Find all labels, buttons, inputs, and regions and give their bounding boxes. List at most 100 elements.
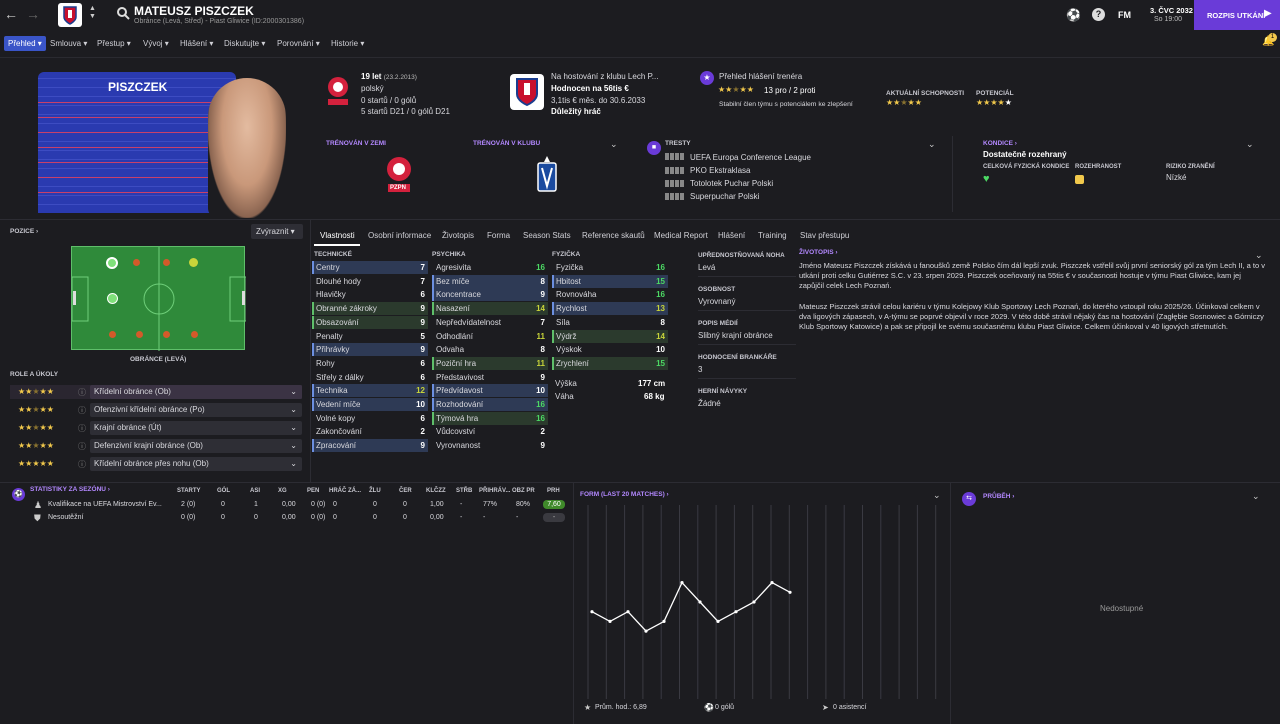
nav-reports[interactable]: Hlášení ▾ xyxy=(180,39,214,48)
role-dropdown[interactable]: Defenzivní krajní obránce (Ob) ⌄ xyxy=(90,439,302,453)
form-point[interactable] xyxy=(770,581,774,585)
attribute-row[interactable]: Obranné zákroky 9 xyxy=(312,302,428,316)
expand-chevron-icon[interactable]: ⌄ xyxy=(610,139,618,149)
form-point[interactable] xyxy=(590,610,594,614)
role-dropdown[interactable]: Krajní obránce (Út) ⌄ xyxy=(90,421,302,435)
tab-attributes[interactable]: Vlastnosti xyxy=(320,231,355,240)
attribute-row[interactable]: Koncentrace 9 xyxy=(432,288,548,302)
info-icon[interactable]: ⓘ xyxy=(78,424,86,433)
attribute-row[interactable]: Vůdcovství 2 xyxy=(432,425,548,438)
tab-biography[interactable]: Životopis xyxy=(442,231,475,240)
season-col-header[interactable]: PEN xyxy=(307,488,320,494)
form-point[interactable] xyxy=(734,610,738,614)
season-col-header[interactable]: OBZ PR xyxy=(512,488,535,494)
attribute-row[interactable]: Střely z dálky 6 xyxy=(312,371,428,384)
form-title[interactable]: FORM (LAST 20 MATCHES) › xyxy=(580,491,669,498)
form-point[interactable] xyxy=(788,590,792,594)
attribute-row[interactable]: Fyzička 16 xyxy=(552,261,668,274)
form-point[interactable] xyxy=(680,581,684,585)
attribute-row[interactable]: Obsazování 9 xyxy=(312,315,428,329)
attribute-row[interactable]: Rovnováha 16 xyxy=(552,288,668,301)
info-icon[interactable]: ⓘ xyxy=(78,442,86,451)
attribute-row[interactable]: Vyrovnanost 9 xyxy=(432,439,548,452)
attribute-row[interactable]: Odvaha 8 xyxy=(432,343,548,356)
season-col-header[interactable]: PRH xyxy=(547,488,560,494)
attribute-row[interactable]: Předvídavost 10 xyxy=(432,384,548,398)
attribute-row[interactable]: Dlouhé hody 7 xyxy=(312,275,428,288)
season-col-header[interactable]: KLČZZ xyxy=(426,488,446,494)
attribute-row[interactable]: Rozhodování 16 xyxy=(432,398,548,411)
attribute-row[interactable]: Zakončování 2 xyxy=(312,425,428,438)
season-col-header[interactable]: ČER xyxy=(399,488,412,494)
competition-name[interactable]: Kvalifikace na UEFA Mistrovství Ev... xyxy=(48,501,162,508)
biography-chevron-icon[interactable]: ⌄ xyxy=(1255,250,1263,260)
attribute-row[interactable]: Výdrž 14 xyxy=(552,329,668,343)
progress-chevron-icon[interactable]: ⌄ xyxy=(1252,491,1260,501)
attribute-row[interactable]: Poziční hra 11 xyxy=(432,356,548,370)
nav-history[interactable]: Historie ▾ xyxy=(331,39,365,48)
fm-menu[interactable]: FM xyxy=(1118,10,1131,20)
role-dropdown[interactable]: Křídelní obránce (Ob) ⌄ xyxy=(90,385,302,399)
form-chevron-icon[interactable]: ⌄ xyxy=(933,490,941,500)
attribute-row[interactable]: Bez míče 8 xyxy=(432,274,548,288)
attribute-row[interactable]: Výskok 10 xyxy=(552,343,668,356)
attribute-row[interactable]: Hlavičky 6 xyxy=(312,288,428,301)
attribute-row[interactable]: Zpracování 9 xyxy=(312,439,428,453)
role-row[interactable]: ★★★★★ ⓘ Krajní obránce (Út) ⌄ xyxy=(10,421,302,435)
form-point[interactable] xyxy=(662,619,666,623)
attribute-row[interactable]: Hbitost 15 xyxy=(552,274,668,288)
help-icon[interactable]: ? xyxy=(1092,8,1105,21)
season-col-header[interactable]: STŘB xyxy=(456,488,473,494)
nav-contract[interactable]: Smlouva ▾ xyxy=(50,39,88,48)
switch-chevron-icon[interactable]: ▲ ▼ xyxy=(89,5,96,20)
role-row[interactable]: ★★★★★ ⓘ Defenzivní krajní obránce (Ob) ⌄ xyxy=(10,439,302,453)
form-point[interactable] xyxy=(608,619,612,623)
schedule-button[interactable]: ROZPIS UTKÁNÍ ▶ xyxy=(1194,0,1280,30)
nav-overview[interactable]: Přehled ▾ xyxy=(4,36,46,51)
back-icon[interactable]: ← xyxy=(4,6,18,22)
nav-discuss[interactable]: Diskutujte ▾ xyxy=(224,39,266,48)
season-stats-title[interactable]: STATISTIKY ZA SEZÓNU › xyxy=(30,486,110,493)
trophies-chevron-icon[interactable]: ⌄ xyxy=(928,139,936,149)
attribute-row[interactable]: Centry 7 xyxy=(312,261,428,274)
notification-bell-icon[interactable]: 🔔 xyxy=(1262,36,1275,47)
attribute-row[interactable]: Odhodlání 11 xyxy=(432,330,548,343)
season-col-header[interactable]: XG xyxy=(278,488,287,494)
attribute-row[interactable]: Penalty 5 xyxy=(312,330,428,343)
attribute-row[interactable]: Nasazení 14 xyxy=(432,302,548,316)
role-row[interactable]: ★★★★★ ⓘ Křídelní obránce přes nohu (Ob) ⌄ xyxy=(10,457,302,471)
condition-label[interactable]: KONDICE › xyxy=(983,140,1017,147)
nav-compare[interactable]: Porovnání ▾ xyxy=(277,39,320,48)
tab-season-stats[interactable]: Season Stats xyxy=(523,231,571,240)
attribute-row[interactable]: Zrychlení 15 xyxy=(552,356,668,370)
attribute-row[interactable]: Volné kopy 6 xyxy=(312,412,428,425)
info-icon[interactable]: ⓘ xyxy=(78,406,86,415)
form-point[interactable] xyxy=(626,610,630,614)
attribute-row[interactable]: Rohy 6 xyxy=(312,357,428,370)
role-dropdown[interactable]: Ofenzivní křídelní obránce (Po) ⌄ xyxy=(90,403,302,417)
info-icon[interactable]: ⓘ xyxy=(78,460,86,469)
attribute-row[interactable]: Týmová hra 16 xyxy=(432,411,548,425)
form-point[interactable] xyxy=(698,600,702,604)
tab-medical[interactable]: Medical Report xyxy=(654,231,708,240)
club-badge-icon[interactable] xyxy=(58,3,82,27)
attribute-row[interactable]: Síla 8 xyxy=(552,316,668,329)
role-row[interactable]: ★★★★★ ⓘ Křídelní obránce (Ob) ⌄ xyxy=(10,385,302,399)
season-col-header[interactable]: STARTY xyxy=(177,488,201,494)
forward-icon[interactable]: → xyxy=(26,6,40,22)
attribute-row[interactable]: Technika 12 xyxy=(312,384,428,398)
nav-transfer[interactable]: Přestup ▾ xyxy=(97,39,131,48)
tab-training[interactable]: Training xyxy=(758,231,787,240)
attribute-row[interactable]: Nepředvídatelnost 7 xyxy=(432,316,548,329)
highlight-dropdown[interactable]: Zvýraznit ▾ xyxy=(251,224,303,239)
scout-title[interactable]: Přehled hlášení trenéra xyxy=(719,72,803,81)
position-label[interactable]: POZICE › xyxy=(10,228,39,235)
season-col-header[interactable]: GÓL xyxy=(217,488,230,494)
attribute-row[interactable]: Rychlost 13 xyxy=(552,302,668,316)
loan-status[interactable]: Na hostování z klubu Lech P... xyxy=(551,72,659,81)
competition-name[interactable]: Nesoutěžní xyxy=(48,514,84,521)
progress-title[interactable]: PRŮBĚH › xyxy=(983,493,1015,500)
tab-transfer-status[interactable]: Stav přestupu xyxy=(800,231,850,240)
season-col-header[interactable]: ASI xyxy=(250,488,261,494)
tab-form[interactable]: Forma xyxy=(487,231,511,240)
